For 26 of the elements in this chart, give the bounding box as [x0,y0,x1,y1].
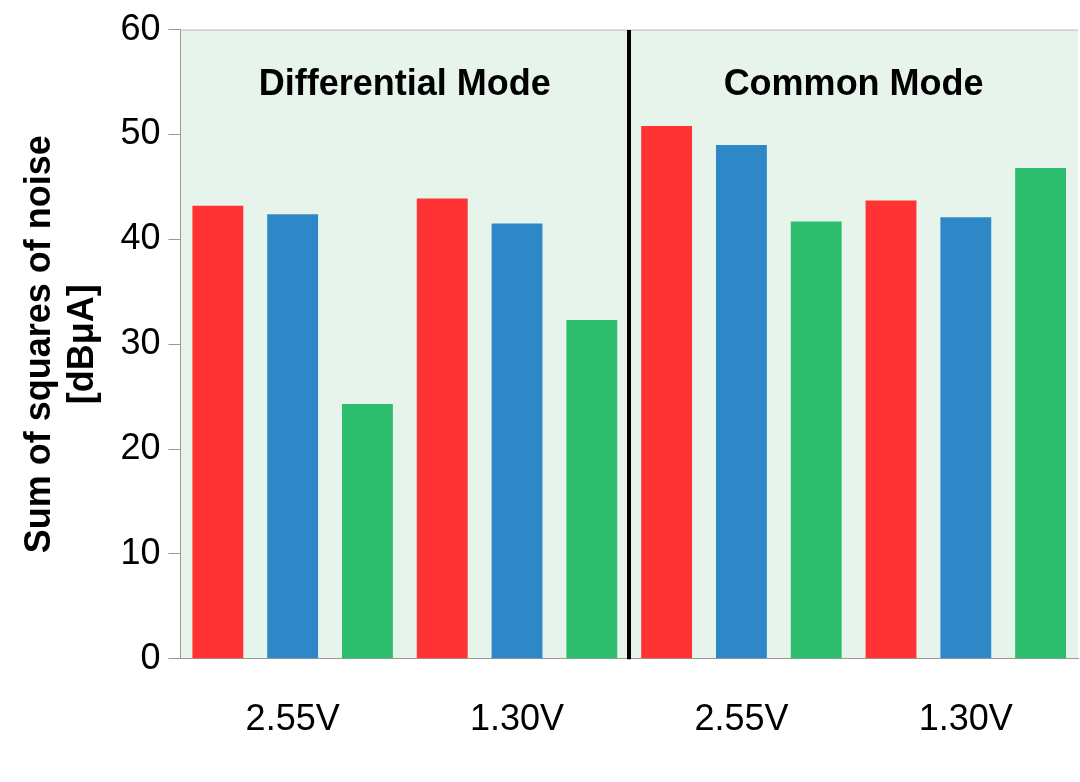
y-axis-title: Sum of squares of noise [dBμA] [16,135,101,554]
x-tick-label: 1.30V [469,697,565,739]
x-tick-label: 2.55V [694,697,789,739]
x-tick-label: 1.30V [918,697,1013,739]
y-tick-label: 60 [120,6,161,48]
y-tick-label: 0 [140,635,161,677]
bar [416,198,468,659]
y-tick-label: 50 [120,111,161,153]
y-tick-label: 30 [120,321,161,363]
annotation: Common Mode [723,61,984,103]
y-tick-label: 20 [120,425,161,467]
bar [342,403,393,659]
bar [1015,168,1067,659]
bar [641,126,693,659]
bar [715,144,767,659]
bar [865,200,917,659]
bar [790,221,842,659]
bar [491,223,543,659]
annotation: Differential Mode [258,61,551,103]
y-tick-label: 40 [120,216,161,258]
bar [267,214,319,659]
y-tick-label: 10 [120,530,161,572]
x-tick-label: 2.55V [245,697,340,739]
bar [940,217,992,659]
bar [566,320,618,659]
bar [192,205,244,659]
